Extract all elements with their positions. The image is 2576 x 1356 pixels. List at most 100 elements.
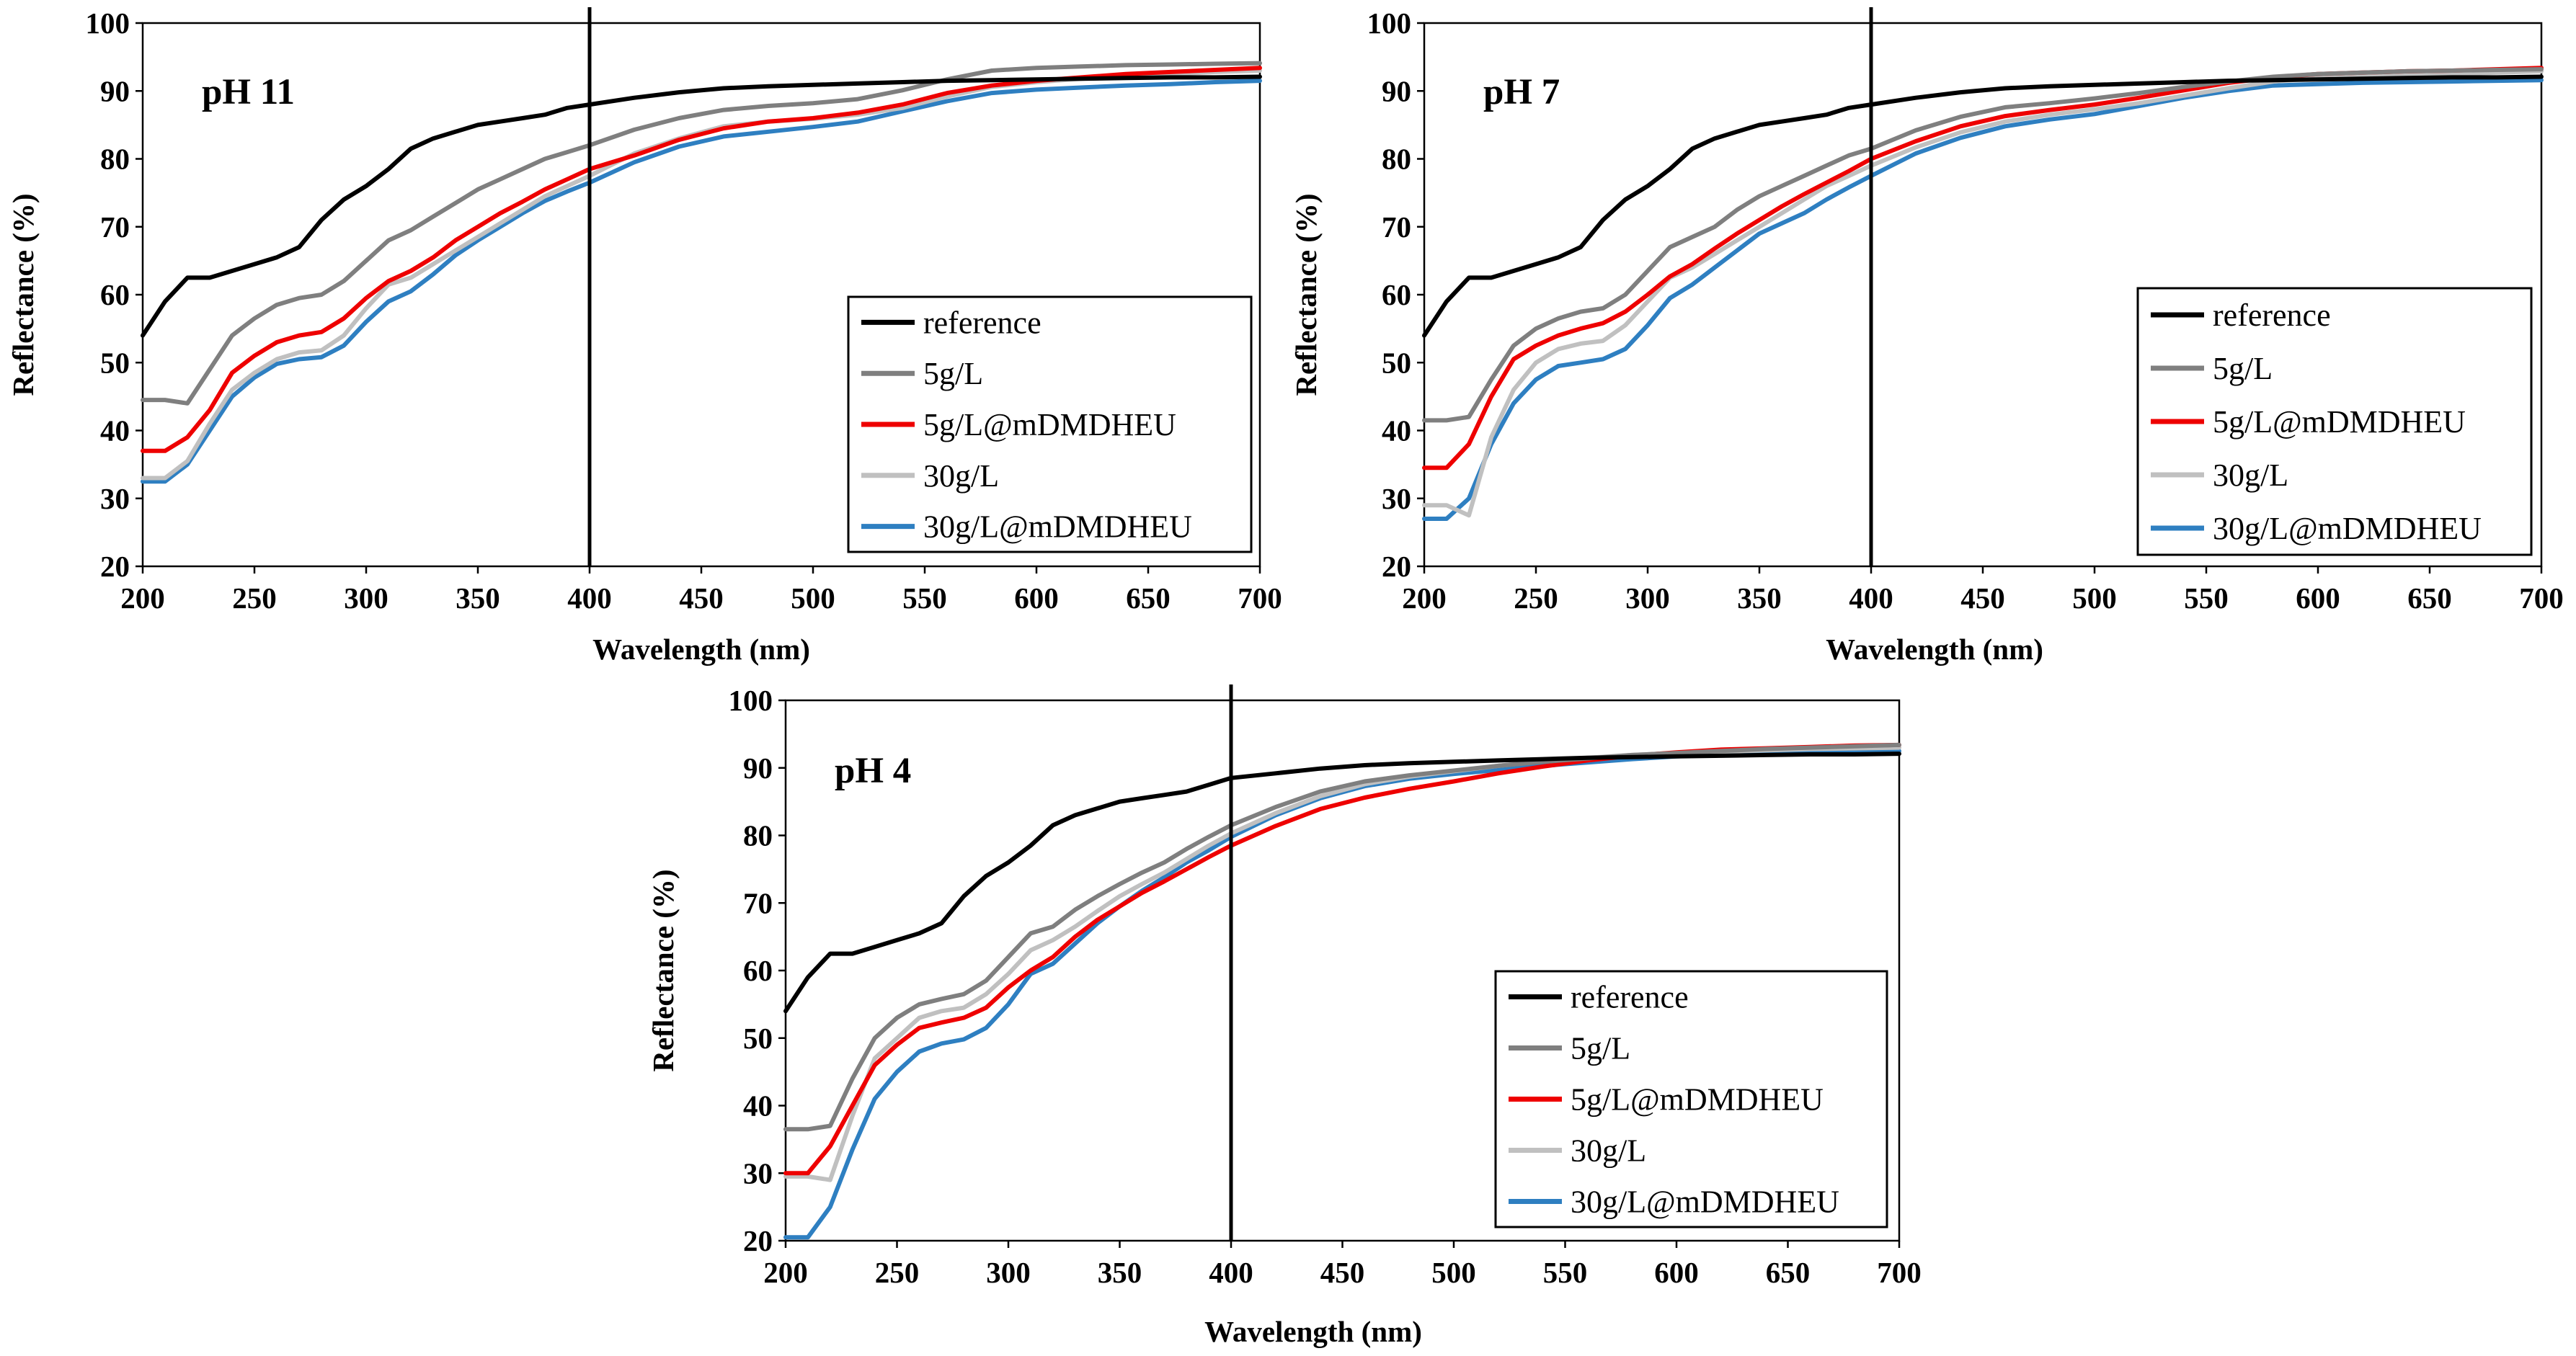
chart-ph-7-legend-label-reference: reference <box>2213 298 2331 333</box>
chart-ph-11-legend-label-30g-l-mdmdheu: 30g/L@mDMDHEU <box>923 509 1192 545</box>
chart-ph-7-legend-label-30g-l: 30g/L <box>2213 458 2288 493</box>
chart-ph-11-legend-label-5g-l-mdmdheu: 5g/L@mDMDHEU <box>923 407 1176 442</box>
chart-ph-7-x-tick-label: 500 <box>2072 581 2117 615</box>
chart-ph-11-legend-label-5g-l: 5g/L <box>923 356 983 391</box>
chart-ph-4-legend: reference 5g/L 5g/L@mDMDHEU 30g/L 30g/L@mDMD… <box>1494 970 1888 1228</box>
chart-ph-7-x-tick-label: 650 <box>2407 581 2452 615</box>
chart-ph-4-y-tick-label: 20 <box>743 1224 773 1257</box>
chart-ph-7-y-tick-label: 30 <box>1382 482 1411 515</box>
chart-ph-11-x-tick-label: 450 <box>679 581 724 615</box>
chart-ph-11-x-tick-label: 600 <box>1014 581 1059 615</box>
chart-ph-7-x-tick-label: 200 <box>1402 581 1447 615</box>
chart-ph-4-y-tick-label: 100 <box>729 684 773 717</box>
chart-ph-11-series-reference <box>141 74 1262 338</box>
chart-ph-4-y-tick-label: 80 <box>743 819 773 852</box>
chart-ph-7-panel-label: pH 7 <box>1483 72 1560 112</box>
chart-ph-7-x-tick-label: 600 <box>2296 581 2340 615</box>
chart-ph-11-x-tick-label: 350 <box>456 581 500 615</box>
chart-ph-11-legend-label-30g-l: 30g/L <box>923 458 999 494</box>
chart-ph-4-x-tick-label: 400 <box>1209 1256 1253 1289</box>
chart-ph-11-x-tick-label: 300 <box>344 581 388 615</box>
chart-ph-4-legend-label-5g-l-mdmdheu: 5g/L@mDMDHEU <box>1571 1082 1824 1118</box>
chart-ph-4-y-tick-label: 30 <box>743 1156 773 1190</box>
chart-ph-11-y-tick-label: 20 <box>100 550 130 583</box>
chart-ph-7-x-tick-label: 250 <box>1514 581 1558 615</box>
chart-ph-4: 20 30 40 50 60 70 80 90 100 200 250 300 350 400 450 500… <box>647 684 1922 1348</box>
chart-ph-7-y-tick-label: 20 <box>1382 550 1411 583</box>
chart-ph-11-y-tick-label: 50 <box>100 346 130 379</box>
chart-ph-4-x-tick-label: 500 <box>1431 1256 1476 1289</box>
chart-ph-11-x-tick-label: 400 <box>567 581 612 615</box>
chart-ph-7-y-tick-label: 50 <box>1382 346 1411 379</box>
chart-ph-11-y-tick-label: 90 <box>100 74 130 107</box>
chart-ph-7-y-tick-label: 90 <box>1382 74 1411 107</box>
chart-ph-11-y-axis-title: Reflectance (%) <box>6 193 40 396</box>
chart-ph-7-x-tick-label: 550 <box>2184 581 2229 615</box>
chart-ph-11-series-5g-l-mdmdheu <box>141 66 1262 453</box>
chart-ph-4-y-tick-label: 60 <box>743 954 773 987</box>
chart-ph-11-y-tick-label: 40 <box>100 414 130 447</box>
chart-ph-11-series-30g-l-mdmdheu <box>141 79 1262 484</box>
chart-ph-4-x-tick-label: 250 <box>875 1256 920 1289</box>
chart-ph-7-x-tick-label: 450 <box>1960 581 2005 615</box>
chart-ph-11-legend-label-reference: reference <box>923 305 1041 340</box>
chart-ph-11-legend: reference 5g/L 5g/L@mDMDHEU 30g/L 30g/L@mDMD… <box>847 295 1253 553</box>
chart-ph-7-y-tick-label: 40 <box>1382 414 1411 447</box>
chart-ph-11-x-tick-label: 650 <box>1126 581 1171 615</box>
chart-ph-11-legend-box <box>847 295 1253 553</box>
chart-ph-11-y-tick-label: 30 <box>100 482 130 515</box>
chart-ph-11-y-tick-label: 80 <box>100 143 130 176</box>
chart-ph-4-legend-label-reference: reference <box>1571 980 1689 1015</box>
chart-ph-4-x-tick-label: 450 <box>1320 1256 1365 1289</box>
chart-ph-4-y-tick-label: 90 <box>743 751 773 785</box>
chart-ph-7-x-tick-label: 700 <box>2519 581 2564 615</box>
chart-ph-4-legend-label-5g-l: 5g/L <box>1571 1031 1630 1066</box>
chart-ph-11-y-tick-label: 70 <box>100 210 130 244</box>
chart-ph-7: 20 30 40 50 60 70 80 90 100 200 250 300 350 400 450 500… <box>1289 6 2564 666</box>
chart-ph-7-legend-label-5g-l: 5g/L <box>2213 351 2273 386</box>
chart-ph-11-x-tick-label: 700 <box>1238 581 1282 615</box>
chart-ph-7-x-tick-label: 300 <box>1625 581 1670 615</box>
chart-ph-7-x-tick-label: 350 <box>1737 581 1782 615</box>
chart-ph-4-y-axis-title: Reflectance (%) <box>647 869 680 1071</box>
chart-ph-11-y-tick-label: 60 <box>100 278 130 311</box>
chart-ph-7-x-axis-title: Wavelength (nm) <box>1826 633 2043 666</box>
chart-ph-11-y-tick-label: 100 <box>86 6 130 40</box>
chart-ph-7-y-tick-label: 60 <box>1382 278 1411 311</box>
chart-ph-4-series-5g-l <box>783 742 1901 1132</box>
chart-ph-4-x-tick-label: 650 <box>1766 1256 1811 1289</box>
chart-ph-4-x-tick-label: 600 <box>1654 1256 1699 1289</box>
chart-ph-11-panel-label: pH 11 <box>202 72 295 112</box>
chart-ph-11-x-tick-label: 200 <box>120 581 165 615</box>
chart-ph-4-x-axis-title: Wavelength (nm) <box>1204 1315 1422 1348</box>
chart-ph-4-y-tick-label: 70 <box>743 886 773 919</box>
chart-ph-7-y-axis-title: Reflectance (%) <box>1289 193 1323 396</box>
chart-ph-7-series-reference <box>1422 74 2544 338</box>
chart-ph-11-x-axis-title: Wavelength (nm) <box>592 633 810 666</box>
chart-ph-7-y-tick-label: 100 <box>1367 6 1412 40</box>
chart-ph-4-x-tick-label: 350 <box>1098 1256 1142 1289</box>
chart-ph-11-x-tick-label: 550 <box>902 581 947 615</box>
chart-ph-7-series-30g-l-mdmdheu <box>1422 78 2544 521</box>
chart-ph-4-x-tick-label: 700 <box>1877 1256 1922 1289</box>
chart-ph-4-series-reference <box>783 751 1901 1014</box>
chart-ph-11-x-tick-label: 250 <box>232 581 277 615</box>
chart-ph-7-legend: reference 5g/L 5g/L@mDMDHEU 30g/L 30g/L@mDMD… <box>2136 287 2533 556</box>
chart-ph-7-legend-label-30g-l-mdmdheu: 30g/L@mDMDHEU <box>2213 511 2482 546</box>
chart-ph-7-legend-label-5g-l-mdmdheu: 5g/L@mDMDHEU <box>2213 404 2466 440</box>
chart-ph-11-x-tick-label: 500 <box>791 581 835 615</box>
chart-ph-4-y-tick-label: 50 <box>743 1022 773 1055</box>
chart-ph-4-x-tick-label: 300 <box>986 1256 1031 1289</box>
chart-ph-4-legend-label-30g-l: 30g/L <box>1571 1133 1646 1169</box>
chart-ph-7-y-tick-label: 80 <box>1382 143 1411 176</box>
chart-ph-4-panel-label: pH 4 <box>835 751 911 791</box>
chart-ph-7-y-tick-label: 70 <box>1382 210 1411 244</box>
chart-ph-11: 20 30 40 50 60 70 80 90 100 200 250 300 350 400 450 500… <box>6 6 1282 666</box>
chart-ph-7-x-tick-label: 400 <box>1849 581 1893 615</box>
chart-ph-4-y-tick-label: 40 <box>743 1089 773 1123</box>
chart-ph-4-x-tick-label: 200 <box>763 1256 808 1289</box>
chart-ph-11-series-5g-l <box>141 61 1262 406</box>
chart-ph-4-x-tick-label: 550 <box>1543 1256 1588 1289</box>
chart-ph-4-legend-label-30g-l-mdmdheu: 30g/L@mDMDHEU <box>1571 1185 1839 1220</box>
